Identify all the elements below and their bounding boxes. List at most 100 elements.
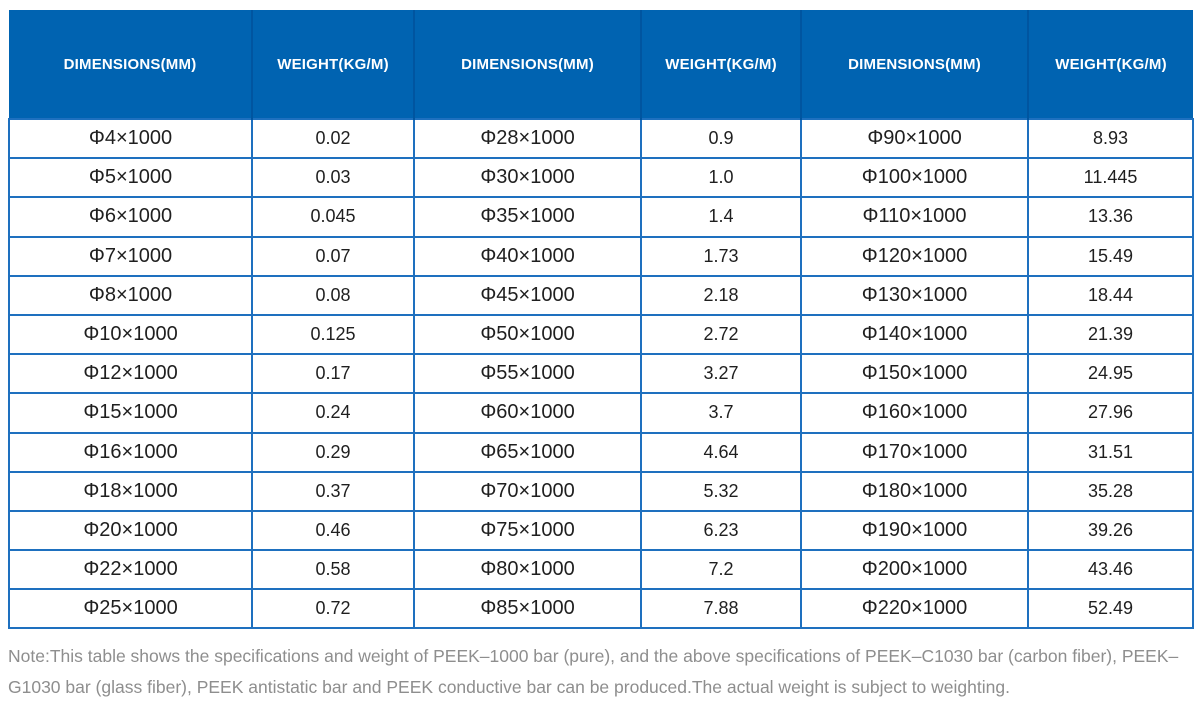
- weight-cell: 39.26: [1027, 509, 1194, 552]
- table-row: Φ20×1000 0.46 Φ75×1000 6.23 Φ190×1000 39…: [8, 509, 1194, 552]
- dimension-cell: Φ6×1000: [8, 196, 253, 238]
- dimension-cell: Φ18×1000: [8, 470, 253, 512]
- table-row: Φ10×1000 0.125 Φ50×1000 2.72 Φ140×1000 2…: [8, 313, 1194, 356]
- dimension-cell: Φ25×1000: [8, 588, 253, 630]
- dimension-cell: Φ85×1000: [413, 588, 642, 630]
- dimension-cell: Φ140×1000: [800, 313, 1029, 356]
- dimension-cell: Φ28×1000: [413, 117, 642, 160]
- table-row: Φ18×1000 0.37 Φ70×1000 5.32 Φ180×1000 35…: [8, 470, 1194, 512]
- dimension-cell: Φ50×1000: [413, 313, 642, 356]
- weight-cell: 8.93: [1027, 117, 1194, 160]
- weight-cell: 31.51: [1027, 431, 1194, 473]
- dimension-cell: Φ22×1000: [8, 549, 253, 591]
- dimension-cell: Φ120×1000: [800, 235, 1029, 277]
- dimension-cell: Φ55×1000: [413, 353, 642, 395]
- header-row: DIMENSIONS(MM) WEIGHT(KG/M) DIMENSIONS(M…: [9, 10, 1193, 119]
- weight-cell: 7.2: [640, 549, 802, 591]
- weight-cell: 5.32: [640, 470, 802, 512]
- table-header: DIMENSIONS(MM) WEIGHT(KG/M) DIMENSIONS(M…: [9, 10, 1193, 119]
- weight-cell: 21.39: [1027, 313, 1194, 356]
- dimension-cell: Φ65×1000: [413, 431, 642, 473]
- dimension-cell: Φ8×1000: [8, 274, 253, 316]
- weight-cell: 0.46: [251, 509, 415, 552]
- weight-cell: 6.23: [640, 509, 802, 552]
- dimension-cell: Φ4×1000: [8, 117, 253, 160]
- header-weight-3: WEIGHT(KG/M): [1027, 10, 1193, 119]
- dimension-cell: Φ5×1000: [8, 157, 253, 199]
- dimension-cell: Φ180×1000: [800, 470, 1029, 512]
- table-row: Φ16×1000 0.29 Φ65×1000 4.64 Φ170×1000 31…: [8, 431, 1194, 473]
- dimension-cell: Φ70×1000: [413, 470, 642, 512]
- dimension-cell: Φ15×1000: [8, 392, 253, 434]
- table-row: Φ25×1000 0.72 Φ85×1000 7.88 Φ220×1000 52…: [8, 588, 1194, 630]
- table-row: Φ4×1000 0.02 Φ28×1000 0.9 Φ90×1000 8.93: [8, 117, 1194, 160]
- dimension-cell: Φ130×1000: [800, 274, 1029, 316]
- table-row: Φ8×1000 0.08 Φ45×1000 2.18 Φ130×1000 18.…: [8, 274, 1194, 316]
- note-text: Note:This table shows the specifications…: [8, 646, 1179, 697]
- dimension-cell: Φ7×1000: [8, 235, 253, 277]
- header-dimensions-3: DIMENSIONS(MM): [800, 10, 1028, 119]
- table-row: Φ12×1000 0.17 Φ55×1000 3.27 Φ150×1000 24…: [8, 353, 1194, 395]
- header-dimensions-2: DIMENSIONS(MM): [413, 10, 641, 119]
- weight-cell: 7.88: [640, 588, 802, 630]
- dimension-cell: Φ110×1000: [800, 196, 1029, 238]
- weight-cell: 0.17: [251, 353, 415, 395]
- weight-cell: 0.9: [640, 117, 802, 160]
- weight-cell: 27.96: [1027, 392, 1194, 434]
- weight-cell: 13.36: [1027, 196, 1194, 238]
- weight-cell: 3.27: [640, 353, 802, 395]
- header-dimensions-1: DIMENSIONS(MM): [9, 10, 252, 119]
- weight-cell: 0.03: [251, 157, 415, 199]
- weight-cell: 0.29: [251, 431, 415, 473]
- dimension-cell: Φ16×1000: [8, 431, 253, 473]
- dimension-cell: Φ220×1000: [800, 588, 1029, 630]
- weight-cell: 0.24: [251, 392, 415, 434]
- weight-cell: 0.02: [251, 117, 415, 160]
- table-row: Φ15×1000 0.24 Φ60×1000 3.7 Φ160×1000 27.…: [8, 392, 1194, 434]
- dimension-cell: Φ45×1000: [413, 274, 642, 316]
- spec-table: DIMENSIONS(MM) WEIGHT(KG/M) DIMENSIONS(M…: [8, 10, 1194, 630]
- weight-cell: 0.125: [251, 313, 415, 356]
- weight-cell: 0.37: [251, 470, 415, 512]
- dimension-cell: Φ200×1000: [800, 549, 1029, 591]
- weight-cell: 52.49: [1027, 588, 1194, 630]
- dimension-cell: Φ30×1000: [413, 157, 642, 199]
- dimension-cell: Φ170×1000: [800, 431, 1029, 473]
- dimension-cell: Φ35×1000: [413, 196, 642, 238]
- dimension-cell: Φ80×1000: [413, 549, 642, 591]
- weight-cell: 2.18: [640, 274, 802, 316]
- weight-cell: 0.08: [251, 274, 415, 316]
- weight-cell: 15.49: [1027, 235, 1194, 277]
- dimension-cell: Φ60×1000: [413, 392, 642, 434]
- dimension-cell: Φ160×1000: [800, 392, 1029, 434]
- table-row: Φ6×1000 0.045 Φ35×1000 1.4 Φ110×1000 13.…: [8, 196, 1194, 238]
- table-row: Φ22×1000 0.58 Φ80×1000 7.2 Φ200×1000 43.…: [8, 549, 1194, 591]
- header-weight-1: WEIGHT(KG/M): [251, 10, 414, 119]
- table-body: Φ4×1000 0.02 Φ28×1000 0.9 Φ90×1000 8.93 …: [8, 117, 1194, 630]
- weight-cell: 1.73: [640, 235, 802, 277]
- table-row: Φ7×1000 0.07 Φ40×1000 1.73 Φ120×1000 15.…: [8, 235, 1194, 277]
- dimension-cell: Φ100×1000: [800, 157, 1029, 199]
- weight-cell: 0.58: [251, 549, 415, 591]
- weight-cell: 0.72: [251, 588, 415, 630]
- dimension-cell: Φ90×1000: [800, 117, 1029, 160]
- weight-cell: 2.72: [640, 313, 802, 356]
- dimension-cell: Φ20×1000: [8, 509, 253, 552]
- weight-cell: 11.445: [1027, 157, 1194, 199]
- dimension-cell: Φ40×1000: [413, 235, 642, 277]
- weight-cell: 1.0: [640, 157, 802, 199]
- weight-cell: 24.95: [1027, 353, 1194, 395]
- dimension-cell: Φ10×1000: [8, 313, 253, 356]
- weight-cell: 0.07: [251, 235, 415, 277]
- dimension-cell: Φ12×1000: [8, 353, 253, 395]
- weight-cell: 43.46: [1027, 549, 1194, 591]
- weight-cell: 35.28: [1027, 470, 1194, 512]
- weight-cell: 18.44: [1027, 274, 1194, 316]
- dimension-cell: Φ190×1000: [800, 509, 1029, 552]
- weight-cell: 1.4: [640, 196, 802, 238]
- weight-cell: 3.7: [640, 392, 802, 434]
- dimension-cell: Φ150×1000: [800, 353, 1029, 395]
- table-row: Φ5×1000 0.03 Φ30×1000 1.0 Φ100×1000 11.4…: [8, 157, 1194, 199]
- weight-cell: 0.045: [251, 196, 415, 238]
